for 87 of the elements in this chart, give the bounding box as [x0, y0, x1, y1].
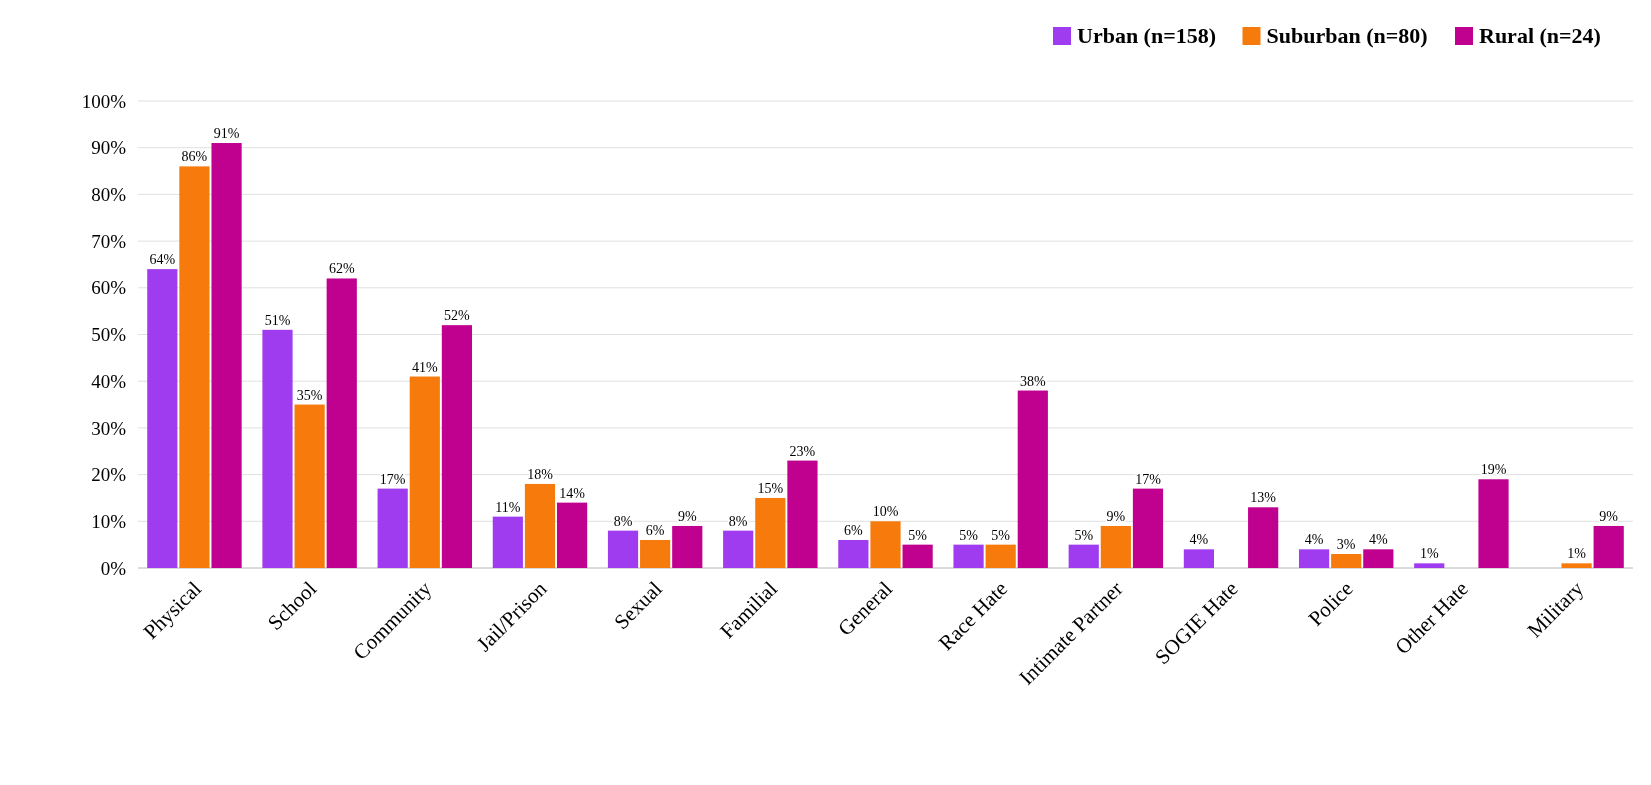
bar [377, 488, 408, 568]
bar [838, 539, 869, 568]
bar [1561, 563, 1592, 568]
data-label: 10% [872, 504, 899, 520]
y-tick-label: 50% [91, 324, 127, 346]
bar [1593, 525, 1624, 568]
y-tick-label: 10% [91, 510, 127, 532]
bar [755, 497, 786, 568]
data-label: 13% [1250, 490, 1277, 506]
bar [607, 530, 639, 568]
bar [1363, 549, 1394, 568]
bar [787, 460, 818, 568]
bar [985, 544, 1016, 568]
legend-label: Rural (n=24) [1479, 23, 1601, 48]
data-label: 14% [559, 485, 586, 501]
data-label: 5% [959, 527, 979, 543]
y-tick-label: 80% [91, 184, 127, 206]
data-label: 9% [1106, 508, 1126, 524]
data-label: 8% [728, 513, 748, 529]
data-label: 35% [296, 387, 323, 403]
data-label: 17% [379, 471, 406, 487]
bar [1100, 525, 1131, 568]
y-tick-label: 40% [91, 370, 127, 392]
y-tick-label: 60% [91, 277, 127, 299]
bar [179, 166, 210, 568]
bar [1478, 479, 1509, 568]
y-tick-label: 20% [91, 464, 127, 486]
data-label: 41% [411, 359, 438, 375]
data-label: 51% [264, 312, 291, 328]
data-label: 3% [1336, 536, 1356, 552]
legend-label: Urban (n=158) [1077, 23, 1217, 48]
data-label: 1% [1567, 546, 1587, 562]
data-label: 9% [1599, 508, 1619, 524]
data-label: 17% [1135, 471, 1162, 487]
bar [1068, 544, 1099, 568]
data-label: 15% [757, 480, 784, 496]
data-label: 86% [181, 149, 208, 165]
y-tick-label: 70% [91, 230, 127, 252]
bar [262, 329, 293, 568]
data-label: 5% [1074, 527, 1094, 543]
legend-label: Suburban (n=80) [1266, 23, 1428, 48]
data-label: 62% [328, 261, 355, 277]
bar [492, 516, 523, 568]
bar [953, 544, 984, 568]
bar [640, 539, 671, 568]
bar [409, 376, 440, 568]
bar [1331, 553, 1362, 568]
data-label: 9% [677, 508, 697, 524]
data-label: 8% [613, 513, 633, 529]
y-tick-label: 30% [91, 417, 127, 439]
data-label: 11% [495, 499, 521, 515]
bar [294, 404, 325, 568]
data-label: 6% [844, 522, 864, 538]
bar [1132, 488, 1164, 568]
bar [1248, 507, 1279, 568]
data-label: 4% [1189, 532, 1209, 548]
bar [902, 544, 933, 568]
bar [1298, 549, 1330, 568]
data-label: 38% [1019, 373, 1046, 389]
bar [556, 502, 588, 568]
bar [1414, 563, 1445, 568]
data-label: 64% [149, 252, 176, 268]
bar [211, 143, 242, 568]
x-tick-label: Race Hate [933, 576, 1013, 655]
data-label: 23% [789, 443, 816, 459]
data-label: 91% [213, 126, 240, 142]
data-label: 18% [527, 466, 554, 482]
y-tick-label: 90% [91, 137, 127, 159]
data-label: 6% [645, 522, 665, 538]
data-label: 1% [1419, 546, 1439, 562]
bar [441, 325, 473, 568]
data-label: 5% [908, 527, 928, 543]
bar [870, 521, 901, 568]
data-label: 4% [1369, 532, 1388, 548]
bar [672, 525, 703, 568]
bar [524, 483, 556, 568]
bar [326, 278, 357, 568]
bar [1183, 549, 1215, 568]
y-tick-label: 0% [100, 557, 127, 579]
data-label: 52% [444, 308, 471, 324]
data-label: 5% [991, 527, 1011, 543]
data-label: 19% [1480, 462, 1507, 478]
bar [1017, 390, 1048, 568]
data-label: 4% [1304, 532, 1324, 548]
bar [723, 530, 754, 568]
y-tick-label: 100% [81, 90, 127, 112]
bar [147, 269, 178, 568]
